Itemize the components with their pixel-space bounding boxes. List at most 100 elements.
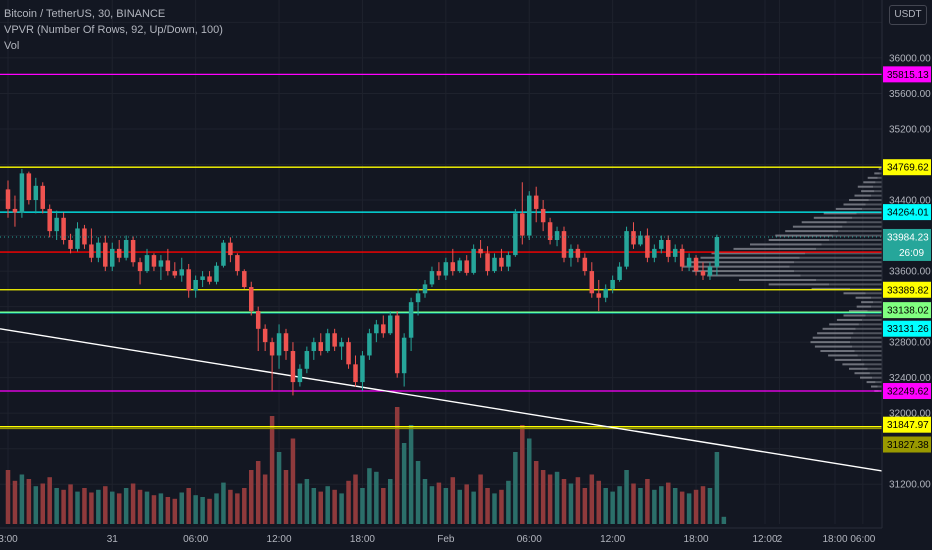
price-level-tag[interactable] bbox=[883, 320, 931, 337]
candle[interactable] bbox=[89, 244, 94, 258]
candle[interactable] bbox=[186, 269, 191, 291]
candle[interactable] bbox=[144, 255, 150, 272]
candle[interactable] bbox=[415, 293, 421, 303]
candle[interactable] bbox=[513, 213, 518, 256]
candle[interactable] bbox=[672, 248, 678, 257]
candle[interactable] bbox=[151, 255, 157, 267]
price-level-tag[interactable] bbox=[883, 416, 931, 433]
candle[interactable] bbox=[429, 271, 435, 285]
candle[interactable] bbox=[540, 208, 546, 223]
candle[interactable] bbox=[137, 262, 143, 272]
candle[interactable] bbox=[624, 231, 629, 267]
candle[interactable] bbox=[116, 248, 122, 258]
candle[interactable] bbox=[645, 235, 650, 258]
candle[interactable] bbox=[533, 195, 539, 209]
candle[interactable] bbox=[110, 248, 115, 267]
vpvr-indicator-label[interactable]: VPVR (Number Of Rows, 92, Up/Down, 100) bbox=[4, 24, 223, 36]
candle[interactable] bbox=[269, 342, 275, 356]
candle[interactable] bbox=[214, 265, 219, 282]
trendline[interactable] bbox=[0, 328, 883, 472]
candle[interactable] bbox=[207, 276, 212, 282]
candle[interactable] bbox=[165, 260, 171, 272]
candle[interactable] bbox=[547, 222, 553, 240]
candle[interactable] bbox=[527, 195, 532, 236]
candle[interactable] bbox=[235, 255, 240, 272]
candle[interactable] bbox=[693, 257, 699, 272]
candle[interactable] bbox=[575, 248, 581, 258]
candle[interactable] bbox=[54, 217, 59, 232]
candle[interactable] bbox=[714, 236, 720, 267]
price-level-tag[interactable] bbox=[883, 436, 931, 453]
candle[interactable] bbox=[242, 271, 247, 288]
candle[interactable] bbox=[700, 271, 706, 276]
candle[interactable] bbox=[123, 240, 129, 258]
candle[interactable] bbox=[200, 276, 205, 280]
candle[interactable] bbox=[381, 324, 386, 334]
price-level-tag[interactable] bbox=[883, 66, 931, 83]
price-level-tag[interactable] bbox=[883, 383, 931, 400]
candle[interactable] bbox=[617, 266, 622, 280]
candle[interactable] bbox=[388, 315, 393, 334]
candle[interactable] bbox=[325, 333, 330, 352]
price-level-tag[interactable] bbox=[883, 302, 931, 319]
candle[interactable] bbox=[485, 253, 490, 272]
candle[interactable] bbox=[666, 240, 671, 257]
candle[interactable] bbox=[596, 293, 602, 298]
candle[interactable] bbox=[332, 333, 337, 347]
candle[interactable] bbox=[26, 173, 32, 201]
price-level-tag[interactable] bbox=[883, 159, 931, 176]
candle[interactable] bbox=[464, 260, 469, 273]
candle[interactable] bbox=[68, 240, 73, 249]
candle[interactable] bbox=[422, 284, 428, 294]
candle[interactable] bbox=[603, 288, 608, 298]
candle[interactable] bbox=[172, 271, 178, 276]
candle[interactable] bbox=[304, 351, 310, 369]
candle[interactable] bbox=[249, 287, 254, 312]
candle[interactable] bbox=[40, 185, 46, 209]
candle[interactable] bbox=[346, 342, 351, 365]
candle[interactable] bbox=[471, 248, 476, 273]
candle[interactable] bbox=[339, 342, 344, 347]
candle[interactable] bbox=[492, 257, 497, 272]
candle[interactable] bbox=[659, 240, 664, 249]
candle[interactable] bbox=[457, 260, 463, 272]
candle[interactable] bbox=[707, 266, 713, 276]
candle[interactable] bbox=[82, 228, 87, 245]
candle[interactable] bbox=[408, 302, 414, 338]
symbol-title[interactable]: Bitcoin / TetherUS, 30, BINANCE bbox=[4, 8, 166, 20]
candle[interactable] bbox=[394, 315, 400, 374]
candle[interactable] bbox=[499, 257, 504, 267]
candle[interactable] bbox=[255, 311, 261, 329]
candle[interactable] bbox=[443, 262, 449, 276]
candle[interactable] bbox=[33, 185, 39, 201]
candle[interactable] bbox=[561, 231, 567, 258]
candle[interactable] bbox=[75, 228, 80, 249]
candle[interactable] bbox=[19, 173, 25, 213]
candle[interactable] bbox=[520, 213, 525, 236]
candle[interactable] bbox=[679, 248, 685, 267]
candle[interactable] bbox=[353, 364, 358, 383]
candle[interactable] bbox=[652, 248, 657, 258]
candle[interactable] bbox=[103, 242, 108, 267]
candle[interactable] bbox=[506, 255, 511, 267]
price-level-tag[interactable] bbox=[883, 281, 931, 298]
candle[interactable] bbox=[450, 262, 456, 272]
candle[interactable] bbox=[311, 342, 317, 352]
candle[interactable] bbox=[228, 242, 233, 256]
candle[interactable] bbox=[158, 260, 164, 267]
candle[interactable] bbox=[686, 257, 692, 267]
candle[interactable] bbox=[367, 333, 372, 356]
candle[interactable] bbox=[283, 333, 289, 352]
candle[interactable] bbox=[582, 257, 588, 272]
candle[interactable] bbox=[179, 269, 185, 276]
candle[interactable] bbox=[631, 231, 636, 245]
last-price-tag[interactable] bbox=[883, 228, 931, 261]
candle[interactable] bbox=[96, 242, 101, 258]
candle[interactable] bbox=[276, 333, 282, 356]
candle[interactable] bbox=[193, 279, 198, 291]
candle[interactable] bbox=[5, 189, 11, 209]
candle[interactable] bbox=[61, 217, 66, 240]
candle[interactable] bbox=[360, 355, 365, 383]
